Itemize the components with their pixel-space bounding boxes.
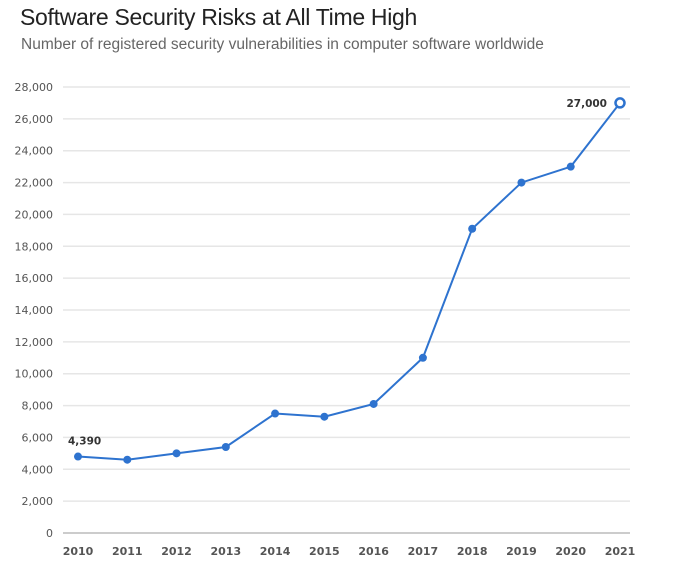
x-tick-label: 2014 [260, 545, 291, 558]
data-point [517, 178, 526, 187]
x-tick-label: 2020 [555, 545, 586, 558]
data-point [468, 224, 477, 233]
y-tick-label: 0 [46, 527, 53, 540]
x-tick-label: 2017 [408, 545, 439, 558]
data-point [221, 442, 230, 451]
data-point [566, 162, 575, 171]
x-tick-label: 2013 [211, 545, 242, 558]
y-tick-label: 14,000 [15, 304, 54, 317]
y-tick-label: 26,000 [15, 113, 54, 126]
y-tick-label: 28,000 [15, 81, 54, 94]
series-line [77, 102, 621, 461]
x-tick-label: 2011 [112, 545, 143, 558]
y-tick-label: 4,000 [22, 463, 54, 476]
y-tick-label: 6,000 [22, 431, 54, 444]
x-tick-label: 2016 [358, 545, 389, 558]
data-point [369, 399, 378, 408]
y-tick-label: 12,000 [15, 336, 54, 349]
data-point [320, 412, 329, 421]
data-point [74, 452, 82, 461]
y-tick-label: 2,000 [22, 495, 54, 508]
y-tick-label: 22,000 [15, 177, 54, 190]
data-point [123, 455, 132, 464]
x-tick-label: 2015 [309, 545, 340, 558]
data-label: 4,390 [68, 436, 101, 448]
chart-title: Software Security Risks at All Time High [20, 4, 418, 30]
data-point-highlight [614, 97, 626, 109]
data-point [271, 409, 280, 418]
data-label: 27,000 [566, 98, 607, 110]
x-tick-label: 2012 [161, 545, 192, 558]
data-point [172, 449, 181, 458]
chart-subtitle: Number of registered security vulnerabil… [21, 36, 544, 53]
y-tick-label: 24,000 [15, 145, 54, 158]
data-point [418, 353, 427, 362]
x-tick-label: 2019 [506, 545, 537, 558]
x-tick-label: 2010 [63, 545, 94, 558]
x-tick-label: 2018 [457, 545, 488, 558]
y-tick-label: 10,000 [15, 368, 54, 381]
y-tick-label: 18,000 [15, 240, 54, 253]
x-tick-label: 2021 [605, 545, 636, 558]
y-tick-label: 16,000 [15, 272, 54, 285]
y-tick-label: 20,000 [15, 208, 54, 221]
y-tick-label: 8,000 [22, 400, 54, 413]
